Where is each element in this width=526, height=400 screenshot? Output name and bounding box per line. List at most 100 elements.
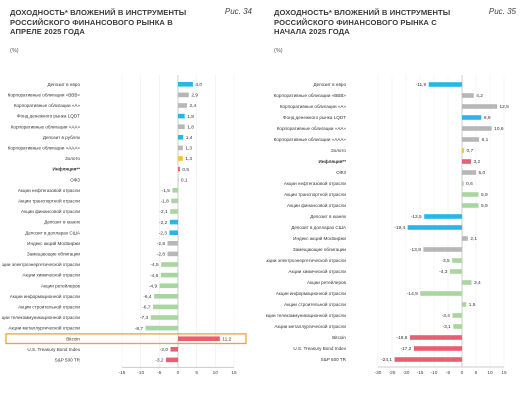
chart-title: ДОХОДНОСТЬ* ВЛОЖЕНИЙ В ИНСТРУМЕНТЫ РОССИ… [274, 8, 451, 37]
value-label: 0,5 [182, 167, 189, 173]
category-label: ОФЗ [70, 177, 80, 182]
figure-label: Рис. 35 [488, 7, 516, 16]
category-label: Депозит в евро [313, 82, 346, 87]
value-label: -4,5 [150, 262, 159, 268]
value-label: 2,4 [189, 103, 196, 109]
highlight-box [5, 333, 247, 345]
category-label: Корпоративные облигации «А» [14, 103, 81, 108]
category-label: Акции финансовой отрасли [287, 202, 346, 208]
bar [462, 104, 497, 109]
x-tick-label: -5 [446, 370, 451, 376]
value-label: -2,2 [159, 220, 168, 226]
bar [462, 93, 474, 98]
value-label: 6,1 [482, 137, 489, 143]
value-label: -24,1 [381, 357, 392, 363]
category-label: Корпоративные облигации «ААА» [8, 146, 81, 151]
value-label: 2,1 [470, 236, 477, 242]
category-label: Акции нефтегазовой отрасли [18, 187, 81, 193]
category-label: Акции ретейлеров [41, 282, 81, 288]
bar [161, 262, 178, 267]
value-label: 1,3 [185, 146, 192, 152]
bar [178, 103, 187, 108]
bar [462, 137, 480, 142]
category-label: Bitcoin [66, 336, 80, 341]
bar [178, 156, 183, 161]
x-tick-label: -10 [137, 370, 144, 376]
value-label: 3,2 [473, 159, 480, 165]
bar [423, 247, 462, 252]
bar [160, 272, 178, 278]
bar [449, 269, 462, 274]
value-label: 0,6 [466, 181, 473, 187]
category-label: Акции строительной отрасли [18, 304, 80, 310]
category-label: Акции транспортной отрасли [18, 198, 80, 204]
bar-chart-svg: -15 -10 -5 0 5 10 15 Депозит в евро 4,0 Корпорати… [2, 75, 247, 376]
value-label: -1,5 [162, 188, 171, 194]
value-label: -3,5 [441, 258, 450, 264]
value-label: -4,3 [439, 269, 448, 275]
bar [452, 258, 462, 263]
category-label: Замещающие облигации [293, 247, 347, 252]
bar [394, 357, 462, 362]
bar [424, 214, 462, 219]
bar [178, 336, 220, 341]
value-label: 4,2 [476, 93, 483, 99]
bar [170, 347, 178, 352]
category-label: Bitcoin [332, 335, 346, 340]
category-label: Корпоративные облигации «ААА» [274, 137, 347, 142]
bar [462, 115, 482, 120]
category-label: Инфляция** [53, 166, 81, 172]
bar [420, 291, 462, 296]
category-label: Индекс акций МосБиржи [293, 235, 346, 241]
bar [178, 92, 189, 98]
value-label: 12,5 [500, 104, 510, 110]
category-label: Корпоративные облигации «А» [280, 104, 347, 109]
category-label: Акции электроэнергетической отрасли [266, 257, 346, 263]
bar [409, 335, 462, 340]
x-tick-label: 0 [177, 370, 180, 376]
value-label: -13,5 [411, 214, 422, 220]
value-label: 1,8 [187, 124, 194, 130]
value-label: -2,1 [159, 209, 168, 215]
value-label: -7,3 [140, 315, 149, 321]
category-label: Фонд денежного рынка LQDT [283, 115, 346, 120]
value-label: -1,8 [160, 199, 169, 205]
category-label: Акции химической отрасли [288, 268, 346, 274]
category-label: Депозит в долларах США [291, 225, 347, 230]
value-label: 2,9 [191, 93, 198, 99]
category-label: Депозит в юанях [44, 220, 80, 225]
value-label: -3,4 [442, 313, 451, 319]
bar [453, 324, 462, 329]
value-label: -14,9 [407, 291, 418, 297]
category-label: Акции металлургической отрасли [8, 325, 80, 331]
bar [178, 145, 183, 151]
bar [169, 230, 178, 235]
bar [178, 177, 179, 182]
unit-label: (%) [274, 48, 283, 54]
x-tick-label: 10 [213, 370, 219, 376]
value-label: 1,3 [185, 156, 192, 162]
category-label: Акции информационной отрасли [276, 290, 347, 296]
category-label: Депозит в рублях [43, 135, 81, 140]
chart-title: ДОХОДНОСТЬ* ВЛОЖЕНИЙ В ИНСТРУМЕНТЫ РОССИ… [10, 8, 187, 37]
value-label: 1,8 [187, 114, 194, 120]
category-label: U.S. Treasury Bond Index [293, 346, 346, 351]
x-tick-label: -20 [403, 370, 410, 376]
x-tick-label: 5 [195, 370, 198, 376]
category-label: S&P 500 TR [321, 357, 347, 362]
bar [170, 209, 178, 214]
bar [178, 166, 180, 172]
x-tick-label: -5 [157, 370, 162, 376]
bar [462, 203, 479, 208]
value-label: 0,7 [466, 148, 473, 154]
category-label: Депозит в долларах США [25, 230, 81, 235]
value-label: -8,7 [135, 326, 144, 332]
value-label: 5,0 [479, 170, 486, 176]
x-tick-label: -15 [417, 370, 424, 376]
category-label: Замещающие облигации [27, 252, 81, 257]
category-label: Депозит в юанях [310, 214, 346, 219]
category-label: ОФЗ [336, 170, 346, 175]
bar [152, 304, 178, 310]
category-label: Индекс акций МосБиржи [27, 240, 80, 246]
x-tick-label: -10 [431, 370, 438, 376]
